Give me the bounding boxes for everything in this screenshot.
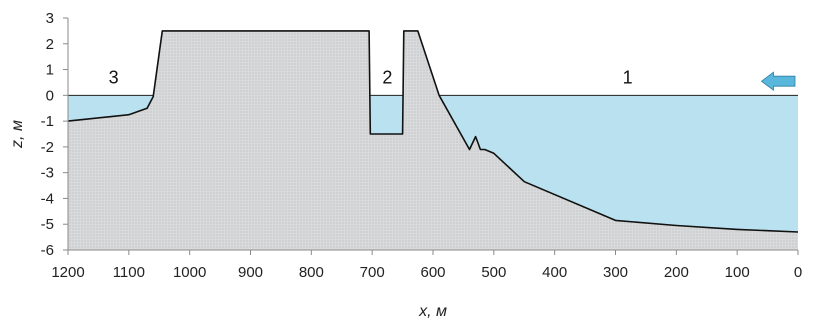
x-tick-label: 500 bbox=[481, 264, 506, 281]
x-tick-label: 300 bbox=[603, 264, 628, 281]
x-tick-label: 800 bbox=[299, 264, 324, 281]
x-tick-label: 1200 bbox=[51, 264, 84, 281]
zone-labels: 3 2 1 bbox=[109, 68, 633, 88]
flow-arrow bbox=[760, 71, 796, 91]
y-tick-label: -3 bbox=[41, 165, 54, 182]
y-tick-label: -4 bbox=[41, 190, 54, 207]
zone-label: 3 bbox=[109, 68, 119, 88]
y-tick-label: 0 bbox=[46, 87, 54, 104]
x-axis-label: x, м bbox=[418, 303, 447, 320]
y-tick-label: -1 bbox=[41, 113, 54, 130]
x-tick-label: 700 bbox=[360, 264, 385, 281]
zone-label: 1 bbox=[623, 68, 633, 88]
x-tick-label: 1000 bbox=[173, 264, 206, 281]
ground-layer bbox=[67, 30, 799, 251]
ground-area bbox=[68, 30, 798, 251]
x-tick-label: 600 bbox=[420, 264, 445, 281]
y-tick-label: -6 bbox=[41, 242, 54, 259]
x-tick-label: 0 bbox=[794, 264, 802, 281]
x-tick-label: 100 bbox=[725, 264, 750, 281]
x-axis-ticks: 1200 1100 1000 900 800 700 600 500 400 300 200 100 0 bbox=[51, 250, 802, 281]
zone-label: 2 bbox=[382, 68, 392, 88]
y-tick-label: -2 bbox=[41, 139, 54, 156]
flow-arrow-icon bbox=[760, 71, 796, 91]
x-tick-label: 900 bbox=[238, 264, 263, 281]
bed-profile-line bbox=[67, 30, 799, 233]
y-tick-label: 3 bbox=[46, 10, 54, 27]
x-tick-label: 200 bbox=[664, 264, 689, 281]
x-tick-label: 400 bbox=[542, 264, 567, 281]
y-tick-label: -5 bbox=[41, 216, 54, 233]
y-tick-label: 1 bbox=[46, 62, 54, 79]
y-axis-label: z, м bbox=[9, 120, 26, 149]
x-tick-label: 1100 bbox=[113, 264, 145, 281]
y-tick-label: 2 bbox=[46, 36, 54, 53]
y-axis-ticks: 3 2 1 0 -1 -2 -3 -4 -5 -6 bbox=[41, 10, 68, 259]
plot-area bbox=[67, 30, 799, 251]
